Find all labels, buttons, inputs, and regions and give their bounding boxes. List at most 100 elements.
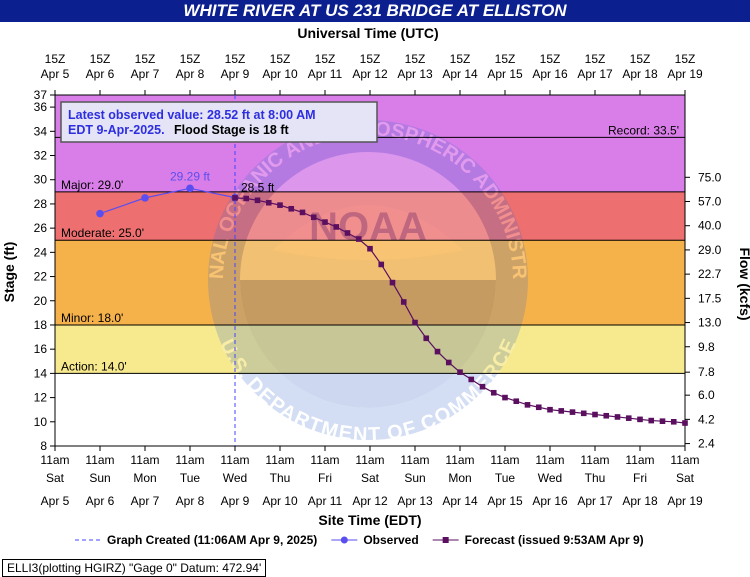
forecast-point [355, 236, 362, 242]
band-moderate [55, 240, 685, 325]
forecast-point [277, 202, 283, 208]
bottom-tick-dow: Sun [404, 471, 425, 485]
stage-tick-label: 32 [34, 149, 48, 163]
seal-center-text: NOAA [309, 205, 427, 249]
top-tick-time: 15Z [495, 52, 516, 66]
info-box-line1: Latest observed value: 28.52 ft at 8:00 … [68, 108, 316, 122]
bottom-tick-date: Apr 19 [667, 494, 703, 508]
forecast-point [682, 420, 688, 426]
stage-tick-label: 36 [34, 100, 48, 114]
flow-tick-label: 7.8 [698, 365, 715, 379]
forecast-point [367, 245, 373, 252]
observed-point [141, 194, 149, 202]
forecast-point [322, 219, 328, 225]
bottom-tick-date: Apr 17 [577, 494, 613, 508]
bottom-tick-dow: Wed [538, 471, 562, 485]
annotation-latest: 28.5 ft [241, 181, 275, 195]
top-tick-time: 15Z [270, 52, 291, 66]
top-tick-time: 15Z [405, 52, 426, 66]
forecast-point [423, 335, 430, 342]
top-tick-time: 15Z [90, 52, 111, 66]
forecast-point [243, 195, 250, 202]
top-tick-date: Apr 10 [262, 67, 298, 81]
forecast-point [580, 410, 587, 417]
flow-tick-label: 17.5 [698, 291, 722, 305]
forecast-point [625, 415, 632, 421]
forecast-point [389, 279, 396, 286]
forecast-point [479, 383, 486, 390]
forecast-point [513, 398, 520, 405]
threshold-label-moderate: Moderate: 25.0' [61, 226, 144, 240]
top-tick-time: 15Z [450, 52, 471, 66]
observed-line [99, 187, 236, 215]
bottom-axis-ticks: 11am Sat Apr 5 11am Sun Apr 6 11am Mon Apr 7 11am… [40, 446, 703, 508]
top-tick-date: Apr 6 [86, 67, 115, 81]
info-box-line2: EDT 9-Apr-2025. [68, 123, 165, 137]
bottom-tick-date: Apr 10 [262, 494, 298, 508]
forecast-point [400, 299, 407, 305]
bottom-tick-date: Apr 11 [308, 494, 343, 508]
bottom-tick-time: 11am [175, 453, 204, 467]
bottom-tick-time: 11am [490, 453, 519, 467]
stage-tick-label: 34 [34, 124, 48, 138]
stage-tick-label: 16 [34, 342, 48, 356]
threshold-label-action: Action: 14.0' [61, 359, 127, 373]
forecast-point [378, 261, 385, 268]
flow-tick-label: 22.7 [698, 267, 722, 281]
forecast-point [434, 348, 441, 355]
flow-tick-label: 40.0 [698, 219, 722, 233]
stage-tick-label: 12 [34, 391, 48, 405]
bottom-tick-dow: Fri [633, 471, 647, 485]
bottom-tick-time: 11am [130, 453, 159, 467]
forecast-point [558, 408, 565, 414]
legend-label: Forecast (issued 9:53AM Apr 9) [465, 533, 644, 547]
stage-tick-label: 24 [34, 245, 48, 259]
bottom-tick-time: 11am [220, 453, 249, 467]
forecast-point [457, 369, 463, 375]
bottom-tick-dow: Thu [270, 471, 291, 485]
stage-series [96, 184, 688, 426]
annotation-observed-peak: 29.29 ft [170, 169, 211, 183]
forecast-point [502, 394, 508, 401]
stage-tick-label: 28 [34, 197, 48, 211]
stage-tick-label: 30 [34, 173, 48, 187]
bottom-tick-dow: Mon [448, 471, 471, 485]
threshold-label-major: Major: 29.0' [61, 178, 123, 192]
forecast-point [659, 418, 666, 424]
info-box: Latest observed value: 28.52 ft at 8:00 … [60, 101, 378, 143]
flow-tick-label: 2.4 [698, 437, 715, 451]
top-tick-date: Apr 9 [221, 67, 250, 81]
band-major [55, 191, 685, 241]
chart-title: WHITE RIVER AT US 231 BRIDGE AT ELLISTON [0, 0, 750, 22]
flow-tick-label: 9.8 [698, 340, 715, 354]
flow-tick-label: 6.0 [698, 388, 715, 402]
stage-tick-label: 20 [34, 294, 48, 308]
forecast-point [288, 205, 295, 212]
bottom-tick-dow: Fri [318, 471, 332, 485]
seal-inner-disc [240, 152, 496, 408]
stage-tick-label: 8 [40, 439, 47, 453]
top-tick-date: Apr 7 [131, 67, 160, 81]
top-tick-date: Apr 8 [176, 67, 205, 81]
forecast-point [265, 199, 272, 206]
forecast-point [344, 230, 351, 236]
top-tick-date: Apr 5 [41, 67, 70, 81]
top-tick-date: Apr 19 [667, 67, 703, 81]
forecast-point [333, 224, 340, 230]
flow-tick-label: 75.0 [698, 170, 722, 184]
stage-tick-label: 26 [34, 221, 48, 235]
forecast-point [670, 418, 677, 425]
bottom-tick-date: Apr 8 [176, 494, 205, 508]
forecast-point [445, 359, 452, 366]
legend-marker-forecast [442, 537, 449, 543]
bottom-tick-dow: Wed [223, 471, 247, 485]
stage-tick-label: 10 [34, 415, 48, 429]
top-tick-time: 15Z [135, 52, 156, 66]
bottom-tick-dow: Sun [89, 471, 110, 485]
bottom-tick-date: Apr 9 [221, 494, 250, 508]
bottom-tick-date: Apr 13 [397, 494, 433, 508]
top-tick-time: 15Z [630, 52, 651, 66]
band-minor [55, 324, 685, 374]
stage-tick-label: 18 [34, 318, 48, 332]
